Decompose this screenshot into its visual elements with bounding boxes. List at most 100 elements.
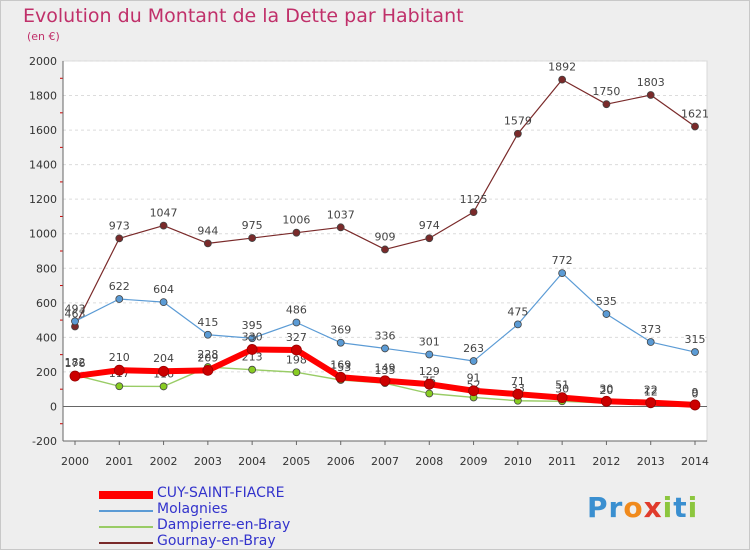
x-tick-label: 2002 <box>150 455 178 468</box>
legend-label: Dampierre-en-Bray <box>157 517 291 533</box>
data-label: 909 <box>375 230 396 243</box>
data-point <box>291 344 302 356</box>
data-point <box>113 364 125 376</box>
data-label: 327 <box>286 331 307 344</box>
data-label: 1047 <box>150 207 178 220</box>
data-label: 336 <box>375 329 396 342</box>
y-tick-label: 600 <box>36 297 57 310</box>
data-label: 535 <box>596 295 617 308</box>
logo-letter: i <box>662 491 674 524</box>
data-point <box>691 348 699 356</box>
data-label: 228 <box>197 348 218 361</box>
data-label: 71 <box>511 375 525 388</box>
y-tick-label: 1800 <box>29 90 57 103</box>
x-tick-label: 2001 <box>105 455 133 468</box>
data-label: 176 <box>65 357 86 370</box>
data-point <box>335 371 347 383</box>
data-point <box>689 399 701 411</box>
y-tick-label: 1200 <box>29 193 57 206</box>
data-label: 373 <box>640 323 661 336</box>
data-label: 944 <box>197 224 218 237</box>
data-label: 1750 <box>592 85 620 98</box>
data-label: 475 <box>507 305 528 318</box>
data-point <box>115 382 124 391</box>
data-label: 91 <box>467 372 481 385</box>
data-point <box>115 234 124 243</box>
data-point <box>425 234 434 243</box>
data-label: 1006 <box>282 214 310 227</box>
legend-swatch <box>99 491 153 499</box>
data-label: 204 <box>153 352 174 365</box>
data-label: 369 <box>330 324 351 337</box>
data-label: 415 <box>197 316 218 329</box>
data-point <box>691 122 699 131</box>
data-point <box>159 382 168 391</box>
data-label: 12 <box>644 385 658 398</box>
data-label: 1037 <box>327 208 355 221</box>
data-label: 0 <box>692 387 699 400</box>
data-point <box>645 397 657 409</box>
data-label: 395 <box>242 319 263 332</box>
data-label: 51 <box>555 379 569 392</box>
y-tick-label: 1600 <box>29 124 57 137</box>
data-label: 210 <box>109 351 130 364</box>
proxiti-logo: Proxiti <box>587 491 698 524</box>
data-point <box>115 295 124 303</box>
data-point <box>381 245 389 254</box>
legend-swatch <box>99 526 153 528</box>
x-tick-label: 2013 <box>637 455 665 468</box>
y-tick-label: 1400 <box>29 159 57 172</box>
data-point <box>646 91 655 99</box>
y-tick-label: 0 <box>50 400 57 413</box>
chart-subtitle: (en €) <box>27 30 60 43</box>
data-label: 315 <box>685 333 706 346</box>
legend-swatch <box>99 542 153 544</box>
x-tick-label: 2010 <box>504 455 532 468</box>
legend-swatch <box>99 510 153 512</box>
data-point <box>292 228 301 237</box>
data-point <box>468 385 479 397</box>
x-tick-label: 2004 <box>238 455 266 468</box>
data-label: 1892 <box>548 61 576 74</box>
logo-letter: t <box>673 491 688 524</box>
data-point <box>71 317 79 326</box>
data-label: 974 <box>419 219 440 232</box>
data-point <box>423 378 435 390</box>
data-label: 30 <box>555 382 569 395</box>
x-tick-label: 2011 <box>548 455 576 468</box>
data-label: 1803 <box>637 76 665 89</box>
series-molagnies: 493 622 604 415 395 486 369 336 301 263 475 772 535 3… <box>65 254 706 365</box>
x-tick-label: 2012 <box>592 455 620 468</box>
data-point <box>558 269 567 278</box>
data-point <box>336 223 345 232</box>
data-label: 604 <box>153 283 174 296</box>
logo-letter: o <box>623 491 644 524</box>
data-label: 463 <box>65 307 86 320</box>
data-label: 30 <box>599 382 613 395</box>
x-tick-label: 2009 <box>460 455 488 468</box>
data-label: 493 <box>65 302 86 315</box>
data-point <box>292 318 301 327</box>
y-tick-label: -200 <box>32 435 57 448</box>
data-label: 209 <box>197 351 218 364</box>
data-point <box>425 350 434 359</box>
x-tick-label: 2014 <box>681 455 709 468</box>
data-label: 22 <box>644 384 658 397</box>
data-label: 169 <box>330 358 351 371</box>
data-point <box>292 368 301 377</box>
x-tick-label: 2005 <box>282 455 310 468</box>
data-point <box>159 298 168 307</box>
data-point <box>248 365 257 374</box>
y-tick-label: 2000 <box>29 55 57 68</box>
data-point <box>159 221 168 230</box>
x-tick-label: 2006 <box>327 455 355 468</box>
data-point <box>602 100 611 109</box>
logo-letter: r <box>608 491 624 524</box>
logo-letter: x <box>643 491 663 524</box>
data-point <box>469 357 478 365</box>
x-tick-label: 2008 <box>415 455 443 468</box>
data-point <box>469 208 478 217</box>
data-point <box>646 338 655 346</box>
